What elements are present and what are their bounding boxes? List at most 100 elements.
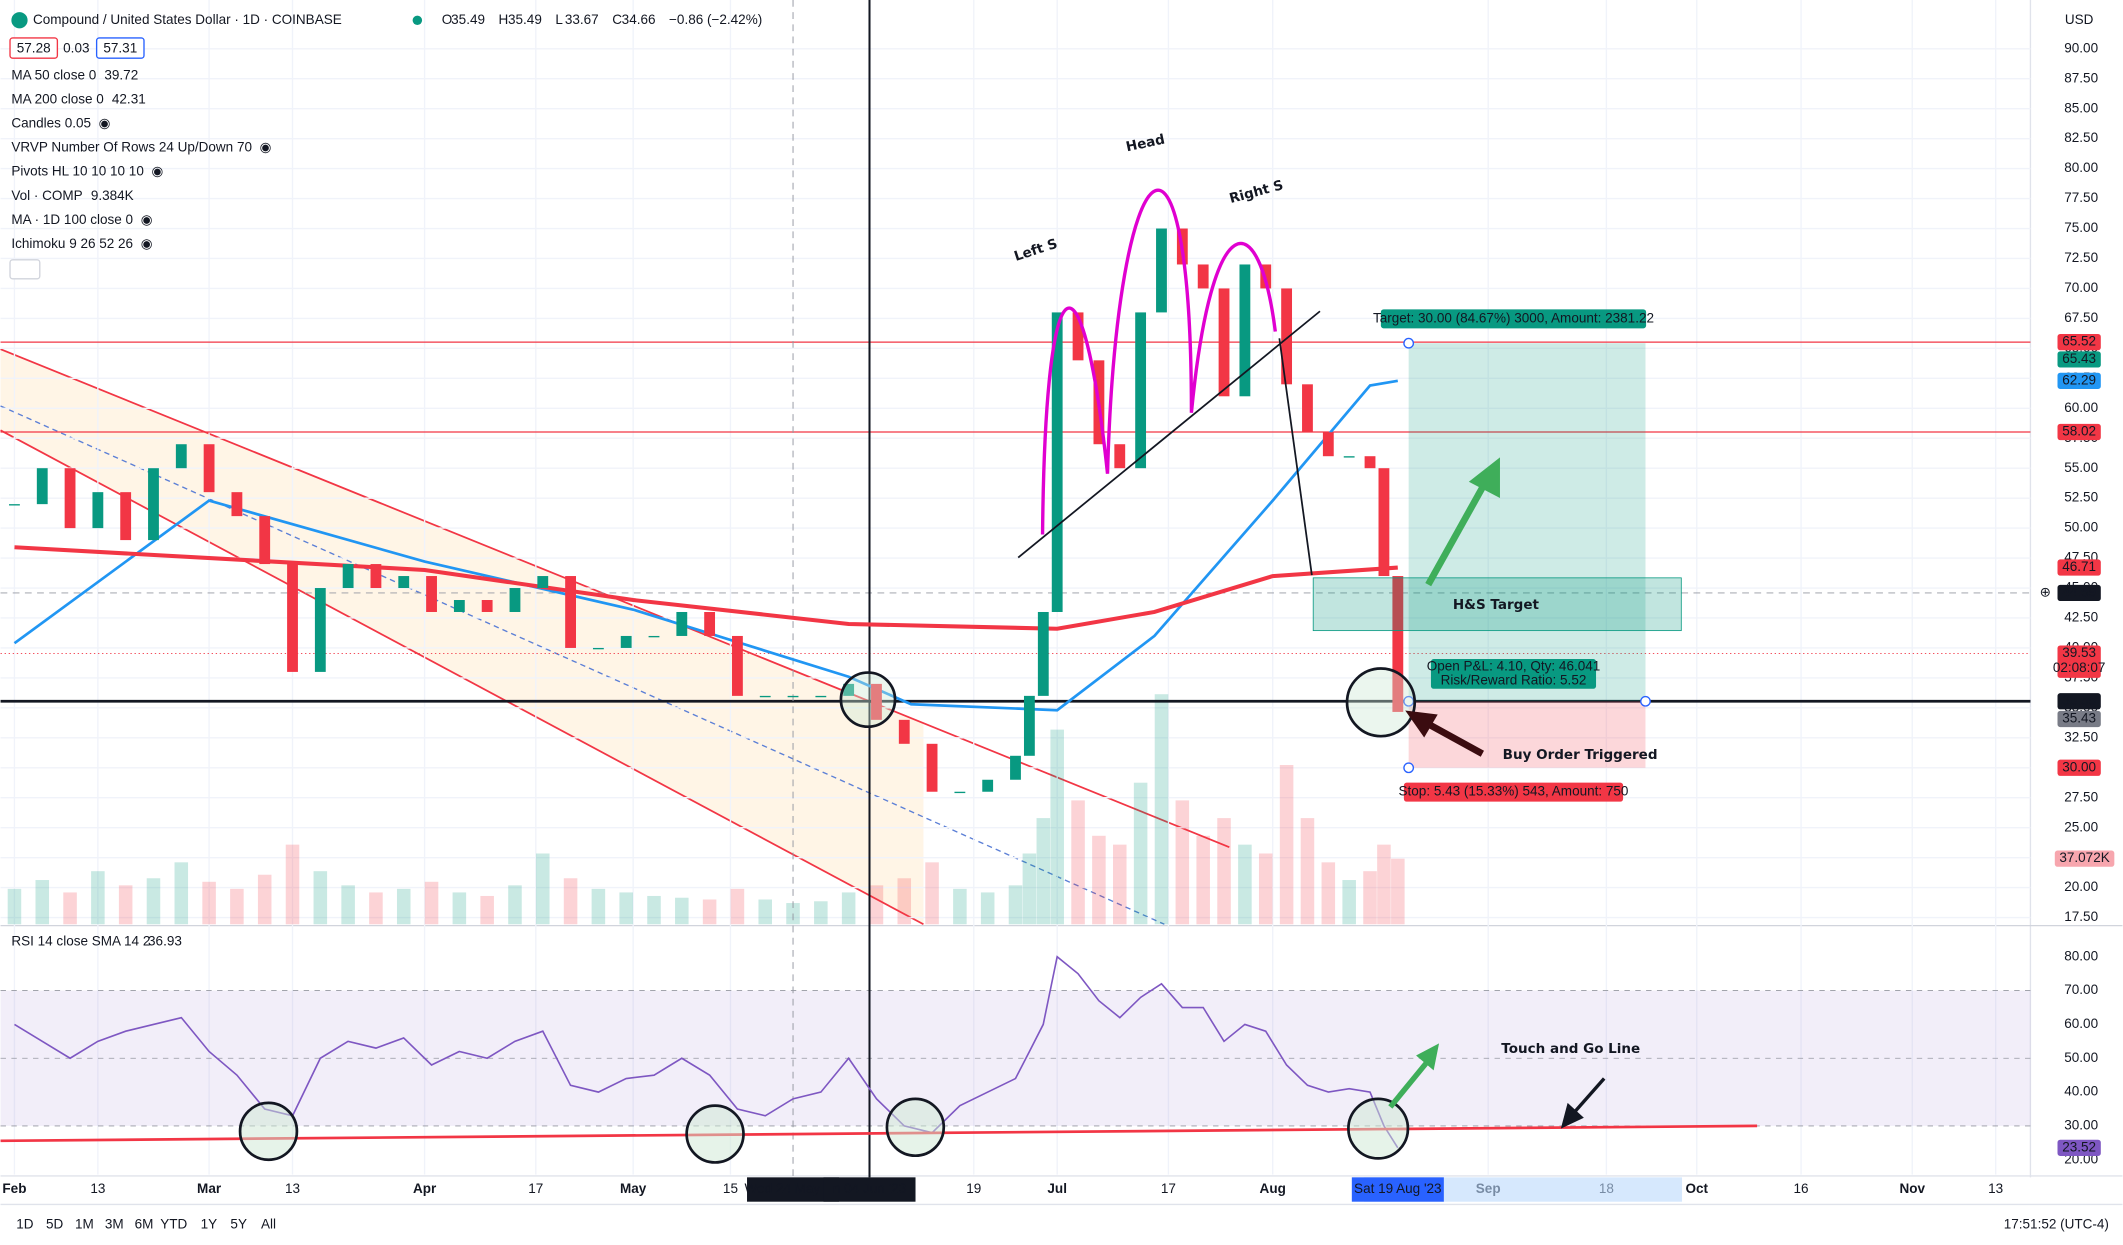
position-label: Risk/Reward Ratio: 5.52 bbox=[1441, 672, 1587, 687]
range-button[interactable]: YTD bbox=[160, 1216, 187, 1231]
candle bbox=[982, 779, 994, 792]
range-button[interactable]: All bbox=[261, 1216, 276, 1231]
candle bbox=[954, 791, 966, 794]
range-button[interactable]: 1M bbox=[75, 1216, 94, 1231]
volume-bar bbox=[369, 892, 383, 925]
price-badge bbox=[2057, 559, 2101, 576]
volume-bar bbox=[702, 899, 717, 925]
candle bbox=[231, 492, 243, 517]
range-button[interactable]: 5Y bbox=[230, 1216, 247, 1231]
volume-bar bbox=[202, 881, 216, 925]
collapse-button[interactable] bbox=[9, 259, 41, 280]
indicator-name[interactable]: MA 50 close 0 bbox=[11, 67, 96, 82]
range-button[interactable]: 3M bbox=[105, 1216, 124, 1231]
price-badge bbox=[2057, 334, 2101, 351]
price-badge bbox=[2057, 759, 2101, 776]
arrow bbox=[1426, 721, 1484, 757]
eye-icon: ◉ bbox=[99, 116, 111, 131]
volume-bar bbox=[1300, 818, 1315, 925]
arrow-head bbox=[1416, 1043, 1440, 1071]
volume-bar bbox=[869, 885, 884, 925]
currency[interactable]: USD bbox=[2065, 12, 2094, 27]
candle bbox=[92, 492, 104, 529]
candle bbox=[1023, 695, 1035, 756]
y-tick-label: 75.00 bbox=[2064, 220, 2098, 235]
volume-bar bbox=[118, 885, 133, 925]
range-button[interactable]: 5D bbox=[46, 1216, 64, 1231]
volume-bar bbox=[925, 862, 939, 925]
candle bbox=[64, 468, 76, 529]
range-button[interactable]: 1Y bbox=[201, 1216, 218, 1231]
status-dot bbox=[412, 15, 423, 26]
indicator-name[interactable]: Pivots HL 10 10 10 10 bbox=[11, 164, 144, 179]
volume-bar bbox=[1377, 844, 1391, 925]
candle bbox=[537, 576, 549, 589]
volume-bar bbox=[841, 892, 856, 925]
x-tick-label: Apr bbox=[413, 1181, 437, 1196]
rsi-tick-label: 50.00 bbox=[2064, 1050, 2098, 1065]
position-handle[interactable] bbox=[1403, 337, 1415, 349]
volume-bar bbox=[953, 888, 967, 925]
x-tick-label: 19 bbox=[966, 1181, 981, 1196]
y-tick-label: 72.50 bbox=[2064, 250, 2098, 265]
moving-average bbox=[14, 545, 1398, 631]
ask-box bbox=[95, 37, 145, 59]
arrow-head bbox=[1468, 457, 1500, 498]
channel-fill bbox=[0, 349, 924, 925]
position-label: Open P&L: 4.10, Qty: 46.041 bbox=[1427, 659, 1601, 674]
circle bbox=[1345, 667, 1417, 738]
eye-icon: ◉ bbox=[260, 140, 272, 155]
indicator-name[interactable]: Vol · COMP bbox=[11, 188, 82, 203]
price-badge bbox=[2057, 693, 2101, 710]
position-handle[interactable] bbox=[1640, 695, 1651, 707]
circle bbox=[238, 1101, 299, 1162]
ohlc-value: 33.67 bbox=[565, 12, 599, 27]
candle bbox=[871, 683, 882, 720]
symbol-title: Compound / United States Dollar · 1D · C… bbox=[33, 12, 342, 27]
candle bbox=[898, 719, 910, 744]
candle bbox=[36, 468, 48, 505]
volume-badge-label: 37.072K bbox=[2059, 850, 2109, 865]
volume-bar bbox=[63, 892, 77, 925]
volume-bar bbox=[508, 885, 522, 925]
legend: Compound / United States Dollar · 1D · C… bbox=[9, 12, 2094, 948]
channel-mid bbox=[0, 405, 1165, 925]
x-tick-label: 15 bbox=[723, 1181, 738, 1196]
volume-bar bbox=[146, 878, 161, 925]
volume-bar bbox=[619, 892, 633, 925]
indicator-name[interactable]: Ichimoku 9 26 52 26 bbox=[11, 236, 133, 251]
indicator-name[interactable]: Candles 0.05 bbox=[11, 116, 91, 131]
y-tick-label: 87.50 bbox=[2064, 70, 2098, 85]
candle bbox=[732, 635, 743, 696]
indicator-name[interactable]: VRVP Number Of Rows 24 Up/Down 70 bbox=[11, 140, 252, 155]
price-badge bbox=[2057, 710, 2101, 728]
range-button[interactable]: 1D bbox=[16, 1216, 34, 1231]
position-handle[interactable] bbox=[1403, 762, 1415, 774]
candle bbox=[1010, 755, 1021, 780]
date-label: Sat 19 Aug '23 bbox=[1354, 1181, 1442, 1196]
indicator-name[interactable]: MA 200 close 0 bbox=[11, 91, 103, 106]
volume-bar bbox=[174, 862, 189, 925]
rsi-title: RSI 14 close SMA 14 2 bbox=[11, 933, 150, 948]
candle bbox=[1197, 264, 1209, 289]
price-badge-label: 46.71 bbox=[2062, 559, 2096, 574]
circle bbox=[1347, 1097, 1410, 1160]
x-tick-label: Jul bbox=[1047, 1181, 1067, 1196]
volume-bar bbox=[675, 897, 689, 925]
price-badge-label: 30.00 bbox=[2062, 759, 2096, 774]
volume-bar bbox=[1196, 835, 1210, 925]
candle bbox=[1072, 312, 1084, 361]
volume-bar bbox=[341, 885, 355, 925]
volume-bar bbox=[1279, 765, 1294, 925]
position-label-box bbox=[1380, 309, 1647, 329]
candle bbox=[1037, 611, 1049, 696]
hs-target-box bbox=[1312, 577, 1682, 632]
volume-bar bbox=[1050, 729, 1064, 925]
candle bbox=[759, 695, 771, 698]
indicator-name[interactable]: MA · 1D 100 close 0 bbox=[11, 212, 133, 227]
candle bbox=[314, 588, 326, 672]
y-tick-label: 80.00 bbox=[2064, 160, 2098, 175]
volume-bar bbox=[1022, 853, 1037, 925]
range-button[interactable]: 6M bbox=[135, 1216, 154, 1231]
volume-bar bbox=[452, 892, 467, 925]
